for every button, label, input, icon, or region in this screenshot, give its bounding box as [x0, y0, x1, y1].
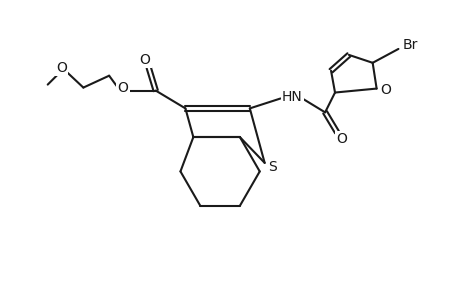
Text: O: O	[118, 81, 128, 94]
Text: S: S	[268, 160, 276, 174]
Text: HN: HN	[281, 89, 302, 103]
Text: O: O	[139, 53, 150, 67]
Text: O: O	[56, 61, 67, 75]
Text: O: O	[336, 132, 347, 146]
Text: Br: Br	[402, 38, 417, 52]
Text: O: O	[379, 82, 390, 97]
